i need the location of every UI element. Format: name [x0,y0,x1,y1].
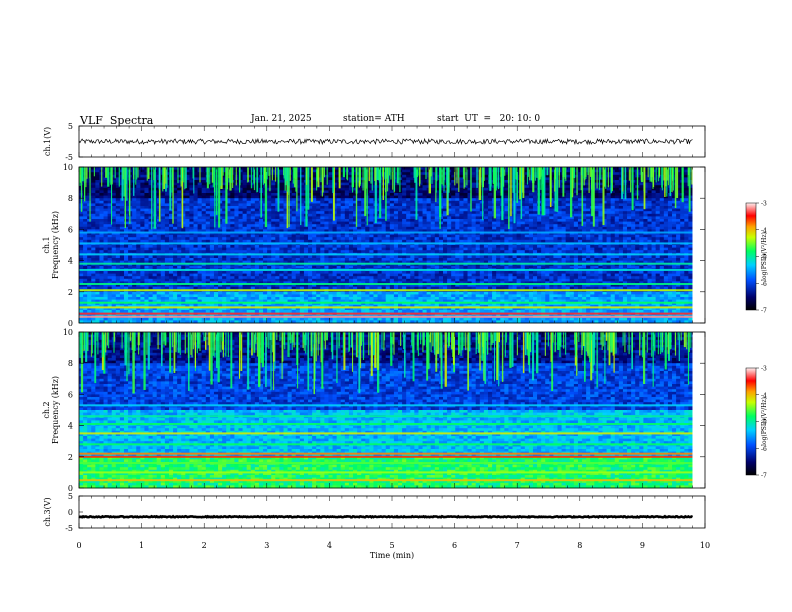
colorbar-label: log(PSD)(V²/Hz) [761,232,768,281]
y-tick-label: 10 [63,163,73,172]
x-tick-label: 8 [577,541,582,550]
x-tick-label: 5 [389,541,394,550]
y-tick-label: 8 [68,359,73,368]
x-tick-label: 3 [264,541,269,550]
y-tick-label: 5 [68,492,73,501]
spectral-band [79,415,692,417]
spectral-band [79,269,692,271]
spectral-band [79,313,692,315]
ch1-waveform-trace [79,139,693,144]
y-axis-label: Frequency (kHz) [51,376,60,444]
y-tick-label: 0 [68,319,73,328]
spectral-band [79,443,692,445]
colorbar [746,368,756,475]
y-tick-label: 5 [68,122,73,131]
spectral-band [79,479,692,481]
spectral-band [79,283,692,285]
spectral-band [79,423,692,425]
spectral-band [79,316,692,318]
spectral-band [79,453,692,455]
x-tick-label: 7 [515,541,520,550]
spectral-band [79,456,692,458]
vlf-figure: 5-5ch.1(V)0246810ch.1 Frequency (kHz)-3-4… [0,0,792,612]
y-tick-label: -5 [65,524,73,533]
x-tick-label: 2 [202,541,207,550]
x-tick-label: 4 [327,541,332,550]
ch1-spectrogram-image [79,167,705,323]
y-tick-label: 8 [68,194,73,203]
y-axis-label: ch.2 [42,401,51,418]
y-tick-label: -5 [65,153,73,162]
colorbar-label: log(PSD)(V²/Hz) [761,397,768,446]
colorbar-tick-label: -3 [761,201,767,208]
y-tick-label: 0 [68,508,73,517]
spectral-band [79,289,692,291]
x-tick-label: 1 [139,541,144,550]
colorbar-tick-label: -7 [761,308,767,315]
spectral-band [79,232,692,234]
y-tick-label: 2 [68,288,73,297]
colorbar-tick-label: -3 [761,366,767,373]
spectral-band [79,242,692,244]
y-axis-label: ch.1 [42,236,51,253]
x-tick-label: 9 [640,541,645,550]
ch3-waveform-trace [79,516,693,517]
spectral-band [79,263,692,265]
colorbar [746,203,756,310]
spectral-band [79,462,692,464]
spectral-band [79,302,692,304]
x-axis-label: Time (min) [370,551,414,560]
y-axis-label: ch.3(V) [43,497,52,526]
y-axis-label: Frequency (kHz) [51,211,60,279]
x-tick-label: 0 [76,541,81,550]
y-tick-label: 4 [68,257,73,266]
y-axis-label: ch.1(V) [43,127,52,156]
x-tick-label: 10 [700,541,710,550]
spectral-band [79,404,692,406]
spectral-band [79,306,692,308]
x-tick-label: 6 [452,541,457,550]
y-tick-label: 2 [68,453,73,462]
spectral-band [79,471,692,473]
spectral-band [79,432,692,434]
y-tick-label: 4 [68,422,73,431]
y-tick-label: 10 [63,328,73,337]
spectral-band [79,253,692,255]
y-tick-label: 6 [68,390,73,399]
colorbar-tick-label: -7 [761,473,767,480]
ch2-spectrogram-image [79,332,705,488]
y-tick-label: 6 [68,225,73,234]
